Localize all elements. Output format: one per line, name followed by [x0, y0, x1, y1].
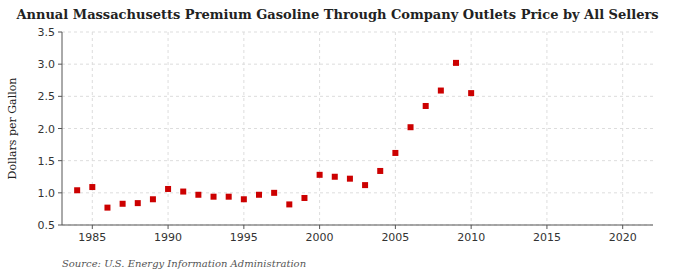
x-tick-label: 2015: [533, 231, 561, 244]
x-tick: [622, 225, 623, 229]
point: [135, 200, 141, 206]
point: [392, 150, 398, 156]
point: [165, 186, 171, 192]
y-tick-label: 3.0: [38, 58, 56, 71]
x-tick: [92, 225, 93, 229]
y-tick-label: 1.5: [38, 155, 56, 168]
grid-line-y: [62, 160, 653, 161]
grid-line-y: [62, 192, 653, 193]
grid-line-y: [62, 128, 653, 129]
x-tick: [471, 225, 472, 229]
point: [453, 60, 459, 66]
point: [317, 172, 323, 178]
x-tick-label: 2010: [457, 231, 485, 244]
points: [74, 60, 474, 211]
grid-line-y: [62, 96, 653, 97]
point: [271, 190, 277, 196]
y-tick: [58, 192, 62, 193]
point: [180, 189, 186, 195]
point: [286, 201, 292, 207]
point: [332, 174, 338, 180]
point: [362, 182, 368, 188]
grid-line-x: [546, 32, 547, 225]
point: [438, 88, 444, 94]
x-tick-label: 1990: [154, 231, 182, 244]
grid-line-x: [319, 32, 320, 225]
x-tick: [168, 225, 169, 229]
point: [408, 124, 414, 130]
point: [74, 187, 80, 193]
source-annotation: Source: U.S. Energy Information Administ…: [62, 258, 306, 269]
x-tick-label: 2020: [609, 231, 637, 244]
x-tick: [319, 225, 320, 229]
x-tick-label: 1995: [230, 231, 258, 244]
point: [347, 176, 353, 182]
x-axis-line: [62, 225, 653, 226]
y-tick-label: 1.0: [38, 187, 56, 200]
x-tick-label: 2000: [306, 231, 334, 244]
x-tick-label: 2005: [381, 231, 409, 244]
point: [256, 192, 262, 198]
y-tick: [58, 225, 62, 226]
chart-container: 1985 1990 1995 2000 2005 2010 2015 2020 0.5 1.0 1.…: [0, 0, 675, 275]
y-tick-label: 3.5: [38, 26, 56, 39]
point: [226, 194, 232, 200]
y-tick-label: 0.5: [38, 219, 56, 232]
point: [120, 201, 126, 207]
x-tick-label: 1985: [78, 231, 106, 244]
point: [377, 168, 383, 174]
grid-line-y: [62, 32, 653, 33]
point: [211, 194, 217, 200]
point: [195, 192, 201, 198]
point: [150, 196, 156, 202]
point: [241, 196, 247, 202]
grid: [62, 32, 653, 225]
grid-line-x: [168, 32, 169, 225]
y-tick: [58, 128, 62, 129]
y-tick-label: 2.5: [38, 90, 56, 103]
grid-line-y: [62, 225, 653, 226]
point: [423, 103, 429, 109]
x-tick: [546, 225, 547, 229]
title: Annual Massachusetts Premium Gasoline Th…: [15, 7, 658, 22]
y-tick: [58, 64, 62, 65]
axes: 1985 1990 1995 2000 2005 2010 2015 2020 0.5 1.0 1.…: [38, 26, 654, 244]
point: [89, 184, 95, 190]
point: [468, 90, 474, 96]
y-tick: [58, 160, 62, 161]
point: [104, 205, 110, 211]
x-tick: [243, 225, 244, 229]
grid-line-y: [62, 64, 653, 65]
y-tick: [58, 96, 62, 97]
x-tick: [395, 225, 396, 229]
chart-svg: 1985 1990 1995 2000 2005 2010 2015 2020 0.5 1.0 1.…: [0, 0, 675, 275]
y-axis-label: Dollars per Gallon: [6, 78, 19, 180]
grid-line-x: [395, 32, 396, 225]
y-tick-label: 2.0: [38, 123, 56, 136]
y-tick: [58, 32, 62, 33]
point: [301, 195, 307, 201]
page: {"chart_data": { "type": "scatter", "tit…: [0, 0, 675, 275]
